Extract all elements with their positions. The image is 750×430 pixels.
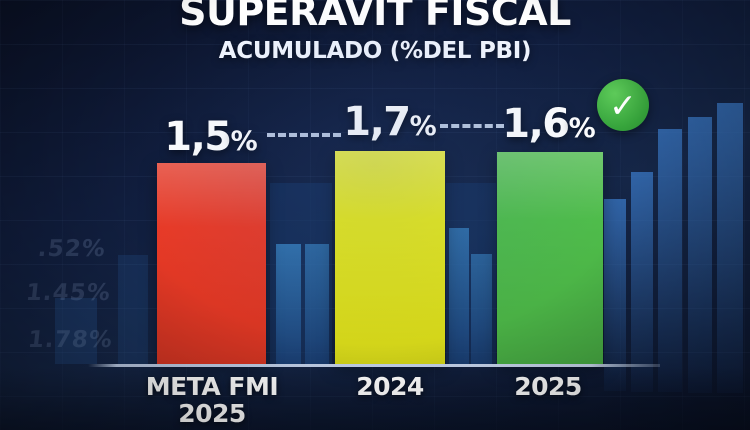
chart-title: SUPERÁVIT FISCAL	[179, 0, 571, 34]
category-label-meta-fmi: META FMI 2025	[145, 372, 279, 428]
background-axis-label: .52%	[36, 236, 108, 262]
background-bar	[631, 172, 653, 392]
axis-baseline	[88, 364, 660, 367]
background-axis-label: 1.45%	[24, 280, 113, 306]
background-bar	[55, 298, 97, 364]
background-bar	[717, 103, 743, 393]
value-label-2024: 1,7%	[343, 99, 437, 145]
dashed-connector	[267, 133, 341, 137]
value-label-2025: 1,6%	[502, 101, 596, 147]
chart-subtitle: ACUMULADO (%DEL PBI)	[218, 38, 532, 64]
bottom-shade	[0, 367, 750, 430]
value-label-meta-fmi: 1,5%	[164, 114, 258, 160]
bar-2025	[497, 152, 603, 364]
background-bar	[449, 228, 469, 364]
background-bar	[604, 199, 626, 391]
check-icon: ✓	[597, 79, 649, 131]
bar-2024	[335, 151, 445, 364]
category-label-2024: 2024	[356, 372, 424, 401]
background-bar	[688, 117, 712, 393]
bar-meta-fmi-2025	[157, 163, 266, 364]
background-bar	[658, 129, 682, 392]
dashed-connector	[440, 124, 504, 128]
background-bar	[471, 254, 492, 364]
background-bar	[276, 244, 301, 364]
background-bar	[305, 244, 329, 364]
category-label-2025: 2025	[514, 372, 582, 401]
background-bar	[118, 255, 148, 364]
background-axis-label: 1.78%	[26, 327, 115, 353]
